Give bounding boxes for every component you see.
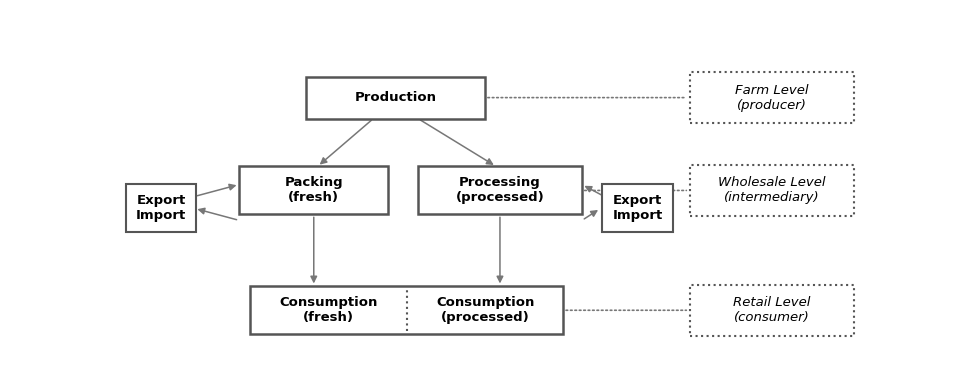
Text: Consumption
(fresh): Consumption (fresh)	[280, 296, 378, 324]
Text: Export
Import: Export Import	[612, 194, 663, 223]
Text: Processing
(processed): Processing (processed)	[456, 177, 544, 205]
FancyBboxPatch shape	[251, 286, 563, 334]
Text: Wholesale Level
(intermediary): Wholesale Level (intermediary)	[718, 177, 825, 205]
FancyBboxPatch shape	[690, 285, 853, 336]
FancyBboxPatch shape	[690, 72, 853, 123]
FancyBboxPatch shape	[126, 184, 196, 232]
FancyBboxPatch shape	[690, 165, 853, 216]
FancyBboxPatch shape	[603, 184, 673, 232]
Text: Production: Production	[355, 91, 436, 104]
FancyBboxPatch shape	[307, 77, 485, 119]
FancyBboxPatch shape	[418, 166, 582, 214]
Text: Consumption
(processed): Consumption (processed)	[436, 296, 534, 324]
Text: Packing
(fresh): Packing (fresh)	[284, 177, 343, 205]
Text: Retail Level
(consumer): Retail Level (consumer)	[733, 296, 810, 324]
FancyBboxPatch shape	[239, 166, 388, 214]
Text: Farm Level
(producer): Farm Level (producer)	[735, 84, 808, 112]
Text: Export
Import: Export Import	[136, 194, 186, 223]
